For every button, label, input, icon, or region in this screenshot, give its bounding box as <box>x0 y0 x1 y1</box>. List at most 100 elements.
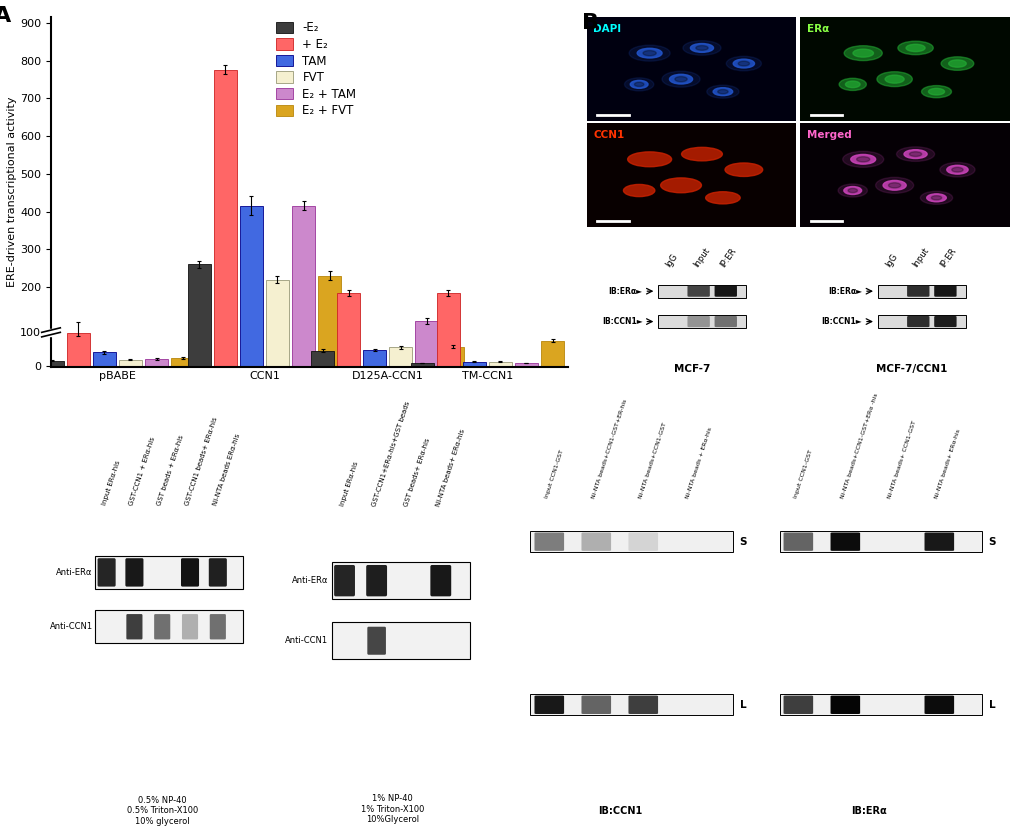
Ellipse shape <box>905 44 924 52</box>
Text: IB:ERα►: IB:ERα► <box>608 287 642 296</box>
Ellipse shape <box>627 152 671 166</box>
Bar <box>876 315 965 328</box>
Text: Anti-CCN1: Anti-CCN1 <box>50 622 93 631</box>
Bar <box>171 359 194 365</box>
FancyBboxPatch shape <box>181 614 198 640</box>
Text: 0.5% NP-40
0.5% Triton-X100
10% glycerol: 0.5% NP-40 0.5% Triton-X100 10% glycerol <box>126 796 198 826</box>
Ellipse shape <box>660 178 701 193</box>
Text: IB:ERα: IB:ERα <box>850 806 886 816</box>
Bar <box>96 610 243 644</box>
FancyBboxPatch shape <box>906 286 928 297</box>
FancyBboxPatch shape <box>210 614 225 640</box>
Ellipse shape <box>681 147 721 161</box>
Text: IB:CCN1►: IB:CCN1► <box>601 317 642 326</box>
Legend: -E₂, + E₂, TAM, FVT, E₂ + TAM, E₂ + FVT: -E₂, + E₂, TAM, FVT, E₂ + TAM, E₂ + FVT <box>274 19 359 120</box>
Ellipse shape <box>624 78 653 91</box>
Ellipse shape <box>842 151 882 167</box>
FancyBboxPatch shape <box>581 696 610 714</box>
Text: Merged: Merged <box>806 130 851 140</box>
Ellipse shape <box>882 181 905 190</box>
Ellipse shape <box>629 45 669 61</box>
Bar <box>318 276 340 365</box>
FancyBboxPatch shape <box>783 533 812 551</box>
FancyBboxPatch shape <box>829 696 859 714</box>
Bar <box>145 359 168 365</box>
Text: IB:ERα►: IB:ERα► <box>827 287 861 296</box>
Text: DAPI: DAPI <box>592 24 621 34</box>
FancyBboxPatch shape <box>923 696 953 714</box>
Ellipse shape <box>852 49 872 57</box>
FancyBboxPatch shape <box>687 286 709 297</box>
FancyBboxPatch shape <box>628 696 657 714</box>
Ellipse shape <box>946 166 967 174</box>
Text: S: S <box>739 537 746 547</box>
Ellipse shape <box>948 60 965 67</box>
Ellipse shape <box>874 177 913 193</box>
Bar <box>46 329 59 336</box>
Ellipse shape <box>844 46 881 60</box>
Ellipse shape <box>843 186 861 195</box>
Ellipse shape <box>675 77 687 82</box>
Ellipse shape <box>838 184 866 197</box>
FancyBboxPatch shape <box>687 316 709 327</box>
Text: MCF-7/CCN1: MCF-7/CCN1 <box>875 364 947 374</box>
Ellipse shape <box>630 80 647 89</box>
Bar <box>411 363 433 365</box>
FancyBboxPatch shape <box>154 614 170 640</box>
Ellipse shape <box>661 71 699 87</box>
Text: Ni-NTA beads+ ERα-his: Ni-NTA beads+ ERα-his <box>933 428 961 499</box>
Bar <box>331 622 469 659</box>
FancyBboxPatch shape <box>829 533 859 551</box>
FancyBboxPatch shape <box>581 533 610 551</box>
Bar <box>389 347 412 365</box>
Bar <box>540 341 564 365</box>
Text: S: S <box>987 537 996 547</box>
FancyBboxPatch shape <box>334 565 355 596</box>
Ellipse shape <box>926 194 946 201</box>
Text: Anti-ERα: Anti-ERα <box>291 576 328 585</box>
Text: IB:CCN1►: IB:CCN1► <box>821 317 861 326</box>
Text: Ni-NTA beads+CCN1-GST+ER-his: Ni-NTA beads+CCN1-GST+ER-his <box>591 399 628 499</box>
FancyBboxPatch shape <box>367 627 385 655</box>
Ellipse shape <box>847 188 857 192</box>
Y-axis label: ERE-driven transcriptional activity: ERE-driven transcriptional activity <box>7 97 17 287</box>
Bar <box>291 206 315 365</box>
Ellipse shape <box>927 89 944 95</box>
Ellipse shape <box>909 152 921 156</box>
Ellipse shape <box>712 88 732 95</box>
Text: Ni-NTA beads+CCN1-GST: Ni-NTA beads+CCN1-GST <box>638 421 667 499</box>
Bar <box>779 694 980 716</box>
Text: Input CCN1-GST: Input CCN1-GST <box>793 449 813 499</box>
Text: IgG: IgG <box>663 252 679 269</box>
Bar <box>214 70 236 365</box>
Text: Ni-NTA beads+ ERα-his: Ni-NTA beads+ ERα-his <box>435 428 466 507</box>
Ellipse shape <box>738 61 749 66</box>
Ellipse shape <box>845 81 859 88</box>
Ellipse shape <box>920 85 951 98</box>
FancyBboxPatch shape <box>98 558 115 587</box>
Ellipse shape <box>705 191 740 204</box>
Ellipse shape <box>690 43 713 53</box>
FancyBboxPatch shape <box>534 696 564 714</box>
Text: Ni-NTA beads+ CCN1-GST: Ni-NTA beads+ CCN1-GST <box>887 420 917 499</box>
Bar <box>363 350 386 365</box>
Bar <box>779 531 980 553</box>
Bar <box>96 556 243 589</box>
Text: L: L <box>987 700 995 710</box>
Text: Input ERα-his: Input ERα-his <box>338 461 359 507</box>
Text: Input ERα-his: Input ERα-his <box>101 460 121 506</box>
FancyBboxPatch shape <box>126 614 143 640</box>
Text: GST-CCN1 beads+ ERα-his: GST-CCN1 beads+ ERα-his <box>184 416 218 506</box>
Text: GST beads + ERα-his: GST beads + ERα-his <box>156 434 184 506</box>
Bar <box>488 362 512 365</box>
Text: Anti-ERα: Anti-ERα <box>56 568 93 577</box>
Bar <box>311 350 333 365</box>
FancyBboxPatch shape <box>933 286 956 297</box>
Bar <box>337 293 360 365</box>
Text: IgG: IgG <box>882 252 899 269</box>
Text: A: A <box>0 6 11 26</box>
FancyBboxPatch shape <box>628 533 657 551</box>
Bar <box>436 293 460 365</box>
FancyBboxPatch shape <box>923 533 953 551</box>
Ellipse shape <box>634 82 643 86</box>
